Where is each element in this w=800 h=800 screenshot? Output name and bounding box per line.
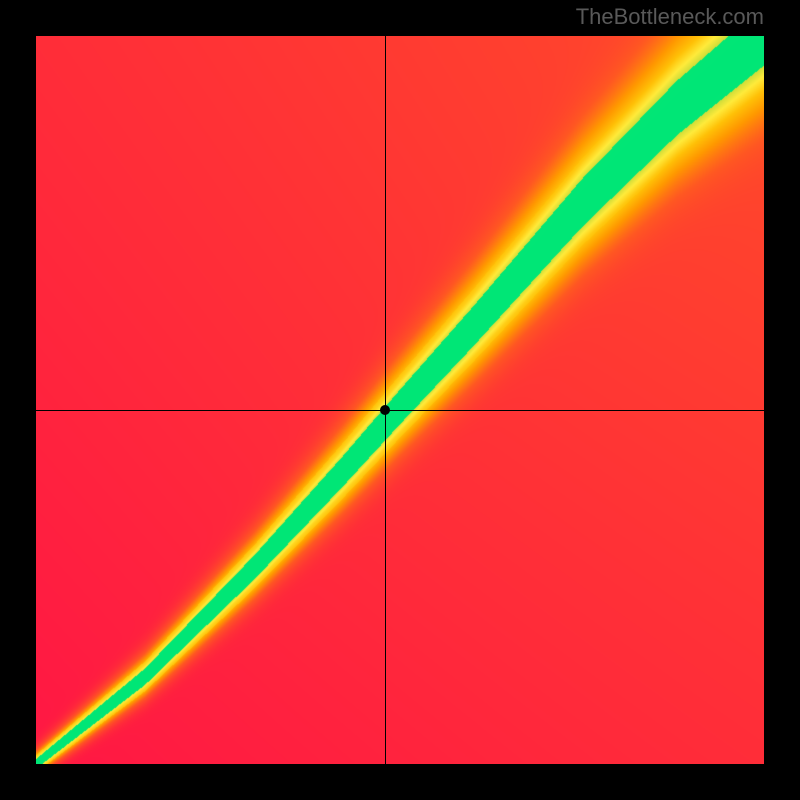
crosshair-vertical <box>385 36 386 764</box>
crosshair-horizontal <box>36 410 764 411</box>
watermark-text: TheBottleneck.com <box>576 4 764 30</box>
heatmap-canvas <box>36 36 764 764</box>
bottleneck-marker <box>380 405 390 415</box>
plot-area <box>36 36 764 764</box>
